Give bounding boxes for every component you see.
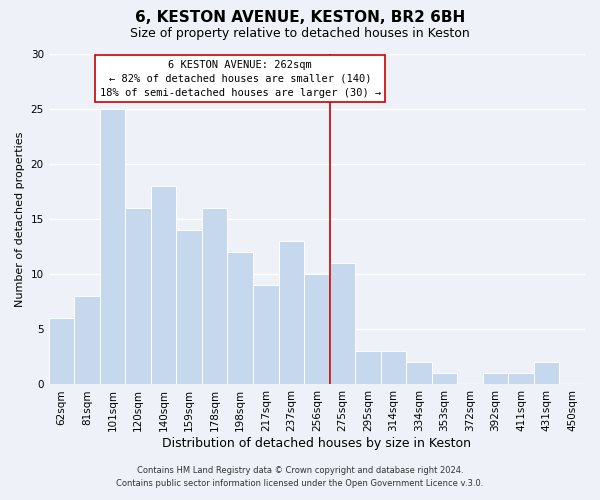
Bar <box>125 208 151 384</box>
Text: Contains HM Land Registry data © Crown copyright and database right 2024.
Contai: Contains HM Land Registry data © Crown c… <box>116 466 484 487</box>
Text: 6 KESTON AVENUE: 262sqm
← 82% of detached houses are smaller (140)
18% of semi-d: 6 KESTON AVENUE: 262sqm ← 82% of detache… <box>100 60 381 98</box>
Bar <box>508 374 534 384</box>
Bar <box>483 374 508 384</box>
Bar <box>329 264 355 384</box>
Bar <box>100 109 125 384</box>
Bar <box>253 286 278 384</box>
Bar <box>151 186 176 384</box>
Bar <box>304 274 329 384</box>
Y-axis label: Number of detached properties: Number of detached properties <box>15 132 25 307</box>
Bar <box>74 296 100 384</box>
Bar <box>432 374 457 384</box>
Bar <box>534 362 559 384</box>
Bar <box>49 318 74 384</box>
X-axis label: Distribution of detached houses by size in Keston: Distribution of detached houses by size … <box>163 437 472 450</box>
Bar <box>176 230 202 384</box>
Bar <box>380 352 406 384</box>
Bar <box>202 208 227 384</box>
Bar <box>406 362 432 384</box>
Text: 6, KESTON AVENUE, KESTON, BR2 6BH: 6, KESTON AVENUE, KESTON, BR2 6BH <box>135 10 465 25</box>
Bar <box>227 252 253 384</box>
Bar <box>278 242 304 384</box>
Text: Size of property relative to detached houses in Keston: Size of property relative to detached ho… <box>130 28 470 40</box>
Bar <box>355 352 380 384</box>
